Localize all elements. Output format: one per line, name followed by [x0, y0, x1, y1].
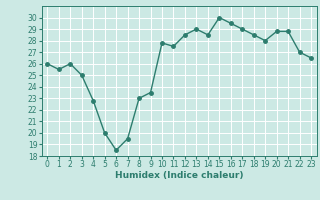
X-axis label: Humidex (Indice chaleur): Humidex (Indice chaleur) — [115, 171, 244, 180]
